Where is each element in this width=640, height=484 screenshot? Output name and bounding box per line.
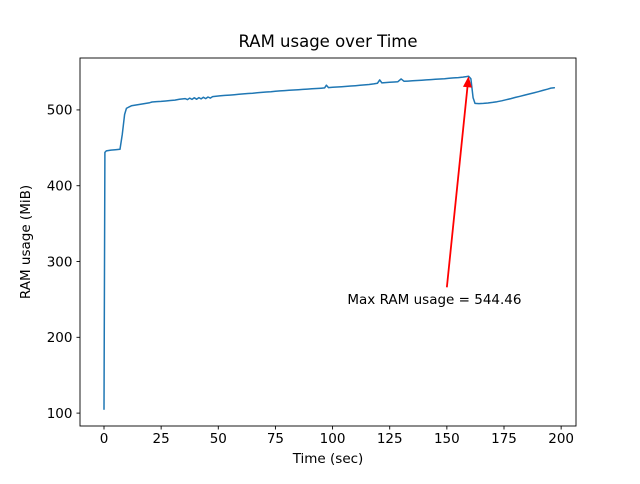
y-axis-title: RAM usage (MiB) bbox=[18, 185, 34, 299]
x-tick-label: 150 bbox=[434, 431, 460, 447]
arrow-shaft bbox=[445, 84, 469, 288]
x-tick-label: 175 bbox=[491, 431, 517, 447]
axes-frame bbox=[79, 57, 577, 427]
y-tick-label: 500 bbox=[47, 103, 73, 119]
data-series-line bbox=[103, 75, 556, 411]
x-axis-title: Time (sec) bbox=[292, 451, 364, 467]
x-tick-label: 0 bbox=[100, 431, 109, 447]
annotation-arrow-icon bbox=[445, 76, 472, 288]
x-tick-label: 75 bbox=[267, 431, 284, 447]
ram-usage-line bbox=[103, 75, 556, 411]
x-tick-label: 100 bbox=[320, 431, 346, 447]
arrow-head bbox=[462, 76, 472, 88]
x-tick-label: 25 bbox=[153, 431, 170, 447]
x-tick-label: 125 bbox=[377, 431, 403, 447]
chart-title: RAM usage over Time bbox=[238, 32, 417, 51]
axis-ticks: 0 25 50 75 100 125 150 175 200 100 200 300 400 500 bbox=[47, 103, 574, 447]
y-tick-label: 300 bbox=[47, 254, 73, 270]
y-tick-label: 200 bbox=[47, 330, 73, 346]
annotation-text: Max RAM usage = 544.46 bbox=[347, 292, 521, 308]
x-tick-label: 200 bbox=[548, 431, 574, 447]
y-tick-label: 100 bbox=[47, 406, 73, 422]
x-tick-label: 50 bbox=[210, 431, 227, 447]
y-tick-label: 400 bbox=[47, 179, 73, 195]
